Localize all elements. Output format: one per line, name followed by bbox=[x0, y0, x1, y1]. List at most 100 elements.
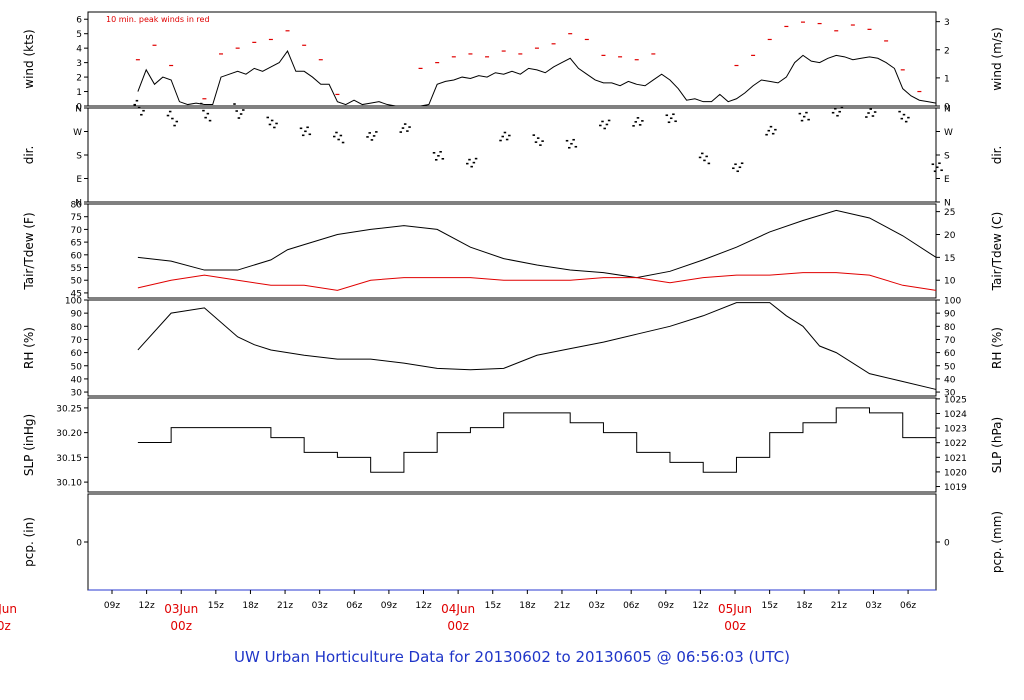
direction-point bbox=[838, 110, 841, 113]
right-tick-label: 70 bbox=[944, 336, 956, 346]
direction-point bbox=[601, 120, 604, 123]
direction-point bbox=[902, 113, 906, 116]
direction-point bbox=[437, 155, 440, 157]
direction-point bbox=[605, 123, 609, 126]
panel-temperature: 45 50 55 60 65 70 75 80 10 15 20 25 Tair/Tdew (F) Tai… bbox=[22, 201, 1004, 300]
direction-point bbox=[936, 166, 939, 169]
left-tick-label: 60 bbox=[71, 251, 83, 261]
hour-label: 15z bbox=[762, 601, 778, 611]
y-axis-label-left: wind (kts) bbox=[22, 29, 36, 88]
direction-point bbox=[366, 136, 369, 138]
direction-point bbox=[168, 110, 172, 113]
direction-point bbox=[401, 127, 405, 129]
direction-point bbox=[206, 112, 210, 115]
right-tick-label: 1024 bbox=[944, 410, 967, 420]
hour-label: 18z bbox=[796, 601, 812, 611]
direction-point bbox=[771, 132, 775, 135]
left-tick-label: 70 bbox=[71, 336, 83, 346]
right-tick-label: 25 bbox=[944, 208, 955, 218]
day-hour-label: 00z bbox=[447, 619, 469, 633]
right-tick-label: S bbox=[944, 152, 950, 162]
direction-point bbox=[474, 157, 478, 160]
direction-point bbox=[239, 113, 243, 115]
direction-point bbox=[536, 137, 540, 139]
left-tick-label: 2 bbox=[76, 74, 82, 84]
left-tick-label: N bbox=[75, 105, 82, 115]
direction-point bbox=[634, 121, 638, 123]
y-axis-label-right: wind (m/s) bbox=[990, 27, 1004, 91]
direction-point bbox=[370, 139, 374, 141]
direction-point bbox=[541, 140, 544, 142]
left-tick-label: 65 bbox=[71, 239, 82, 249]
series-line-humidity-0 bbox=[137, 302, 937, 390]
direction-point bbox=[834, 107, 837, 110]
direction-point bbox=[534, 141, 538, 143]
direction-point bbox=[270, 119, 274, 122]
right-tick-label: 2 bbox=[944, 46, 950, 56]
direction-point bbox=[802, 115, 806, 118]
direction-point bbox=[574, 145, 578, 148]
direction-point bbox=[399, 131, 403, 133]
direction-point bbox=[831, 111, 835, 114]
direction-point bbox=[372, 135, 376, 137]
y-axis-label-left: pcp. (in) bbox=[22, 517, 36, 567]
day-label: 04Jun bbox=[441, 602, 475, 616]
direction-point bbox=[135, 99, 139, 102]
direction-point bbox=[798, 112, 802, 115]
direction-point bbox=[805, 111, 808, 114]
left-tick-label: 80 bbox=[71, 323, 83, 333]
right-tick-label: 1022 bbox=[944, 439, 967, 449]
y-axis-label-left: Tair/Tdew (F) bbox=[22, 212, 36, 290]
right-tick-label: 15 bbox=[944, 254, 955, 264]
hour-label: 21z bbox=[277, 601, 293, 611]
direction-point bbox=[237, 117, 241, 119]
direction-point bbox=[133, 103, 136, 106]
direction-point bbox=[275, 122, 278, 125]
hour-label: 15z bbox=[485, 601, 501, 611]
series-line-temperature-1 bbox=[137, 272, 937, 291]
hour-label: 21z bbox=[831, 601, 847, 611]
right-tick-label: 3 bbox=[944, 18, 950, 28]
panel-wind: 0 1 2 3 4 5 6 0 1 2 3 wind (kts) wind (m/s) 10 min. p… bbox=[22, 11, 1004, 113]
hour-label: 09z bbox=[104, 601, 120, 611]
y-axis-label-left: dir. bbox=[22, 146, 36, 165]
direction-point bbox=[368, 132, 371, 134]
left-tick-label: 3 bbox=[76, 59, 82, 69]
direction-point bbox=[532, 134, 536, 136]
left-tick-label: 55 bbox=[71, 264, 82, 274]
left-tick-label: 50 bbox=[71, 277, 83, 287]
direction-point bbox=[933, 170, 937, 173]
panel-frame bbox=[87, 493, 937, 591]
right-tick-label: 40 bbox=[944, 375, 956, 385]
direction-point bbox=[940, 169, 943, 172]
left-tick-label: 30 bbox=[71, 389, 83, 399]
panel-frame bbox=[87, 107, 937, 203]
left-tick-label: 40 bbox=[71, 375, 83, 385]
direction-point bbox=[266, 116, 270, 119]
day-label: 03Jun bbox=[164, 602, 198, 616]
left-tick-label: 30.20 bbox=[56, 429, 82, 439]
direction-point bbox=[840, 106, 844, 109]
left-tick-label: 75 bbox=[71, 213, 82, 223]
direction-point bbox=[904, 120, 908, 123]
direction-point bbox=[672, 113, 675, 116]
hour-label: 15z bbox=[208, 601, 224, 611]
direction-point bbox=[865, 116, 868, 118]
direction-point bbox=[774, 128, 777, 131]
left-tick-label: 80 bbox=[71, 201, 83, 211]
right-tick-label: 0 bbox=[944, 539, 950, 549]
direction-point bbox=[705, 155, 708, 158]
direction-point bbox=[565, 139, 569, 142]
direction-point bbox=[667, 121, 671, 124]
direction-point bbox=[470, 165, 473, 168]
left-tick-label: W bbox=[73, 128, 82, 138]
wind-annotation: 10 min. peak winds in red bbox=[106, 15, 210, 24]
left-tick-label: E bbox=[76, 175, 82, 185]
direction-point bbox=[836, 114, 839, 117]
hour-label: 12z bbox=[415, 601, 431, 611]
direction-point bbox=[508, 134, 511, 137]
direction-point bbox=[607, 119, 611, 122]
direction-point bbox=[505, 138, 509, 141]
